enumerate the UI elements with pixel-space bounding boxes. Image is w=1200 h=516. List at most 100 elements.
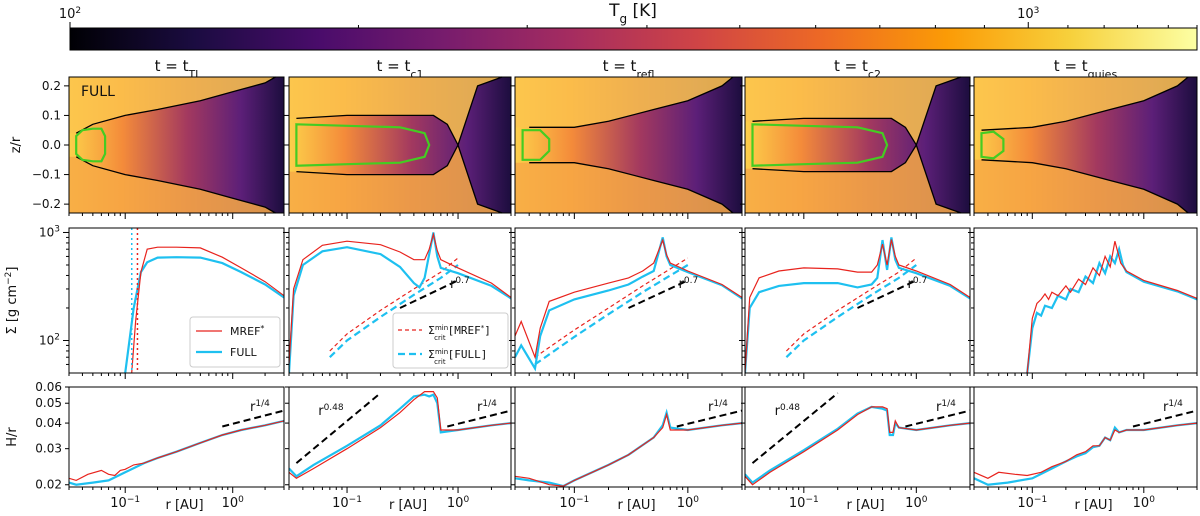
colorbar-label-sub: g xyxy=(619,12,627,26)
crit-model-close: ] xyxy=(484,324,491,337)
slope-exp: 1/4 xyxy=(941,399,956,409)
zr-contour-black xyxy=(981,76,1189,214)
x-tick-base: 10 xyxy=(789,496,806,511)
x-tick-base: 10 xyxy=(1017,496,1034,511)
colorbar-tick-label: 102 xyxy=(59,6,81,22)
zr-surface-upper xyxy=(289,77,511,145)
crit-sup: min xyxy=(435,348,448,356)
slope-base: r xyxy=(679,277,685,292)
x-tick-base: 10 xyxy=(1133,496,1150,511)
hr-slope-quarter xyxy=(905,409,970,428)
x-tick-base: 10 xyxy=(332,496,349,511)
y-tick-label: 0.2 xyxy=(42,79,61,93)
legend-full-label: FULL xyxy=(230,346,258,359)
slope-exp: 0.7 xyxy=(684,276,698,286)
x-axis-label: r [AU] xyxy=(846,498,884,513)
colorbar-tick-base: 10 xyxy=(59,7,76,22)
sigma-panel xyxy=(968,227,1198,379)
sigma-full-line xyxy=(515,237,742,372)
crit-prefix: Σ xyxy=(428,324,435,337)
hr-mref-line xyxy=(515,412,742,487)
x-tick-label: 100 xyxy=(222,495,245,511)
ylabel-base: Σ [g cm xyxy=(5,285,20,335)
sigma-mref-line xyxy=(131,246,284,373)
slope-exp: 0.48 xyxy=(780,403,800,413)
y-tick-label: 102 xyxy=(39,332,60,347)
crit-sub: crit xyxy=(434,334,446,342)
hr-mref-line xyxy=(69,420,284,482)
hr-full-line xyxy=(515,408,742,487)
sigma-panel: r0.7 xyxy=(509,227,743,379)
y-tick-exp: 2 xyxy=(54,332,60,342)
slope-exp: 0.7 xyxy=(913,276,927,286)
colorbar-label-base: T xyxy=(608,1,620,21)
panel-title-base: t = t xyxy=(377,57,411,75)
slope-exp: 0.7 xyxy=(455,276,469,286)
x-tick-label: 100 xyxy=(677,495,700,511)
y-tick-label: 0.02 xyxy=(35,478,62,492)
row1-ylabel: z/r xyxy=(9,136,24,153)
slope-exp: 1/4 xyxy=(482,399,497,409)
x-tick-label: 100 xyxy=(905,495,928,511)
slope-base: r xyxy=(708,400,714,415)
hr-slope-quarter-label: r1/4 xyxy=(250,399,270,415)
zr-contour-green xyxy=(980,130,1005,160)
sigma-mref-line xyxy=(515,238,742,360)
slope-base: r xyxy=(477,400,483,415)
sigma-slope-label: r0.7 xyxy=(908,276,928,292)
ylabel-end: ] xyxy=(5,267,20,272)
zr-surface-lower xyxy=(974,159,1197,213)
zr-surface-lower xyxy=(289,145,511,213)
x-tick-label: 10−1 xyxy=(1017,495,1047,511)
x-axis-label: r [AU] xyxy=(1074,498,1112,513)
hr-full-line xyxy=(289,393,511,478)
legend-crit: Σmin crit[MREF*]Σmin crit[FULL] xyxy=(392,312,509,369)
x-tick-base: 10 xyxy=(559,496,576,511)
crit-model: [FULL] xyxy=(448,348,488,361)
slope-base: r xyxy=(908,277,914,292)
sigma-slope-label: r0.7 xyxy=(679,276,699,292)
panel-title-base: t = t xyxy=(155,57,189,75)
zr-surface-upper xyxy=(974,77,1197,131)
zr-panel xyxy=(969,76,1198,219)
slope-base: r xyxy=(936,400,942,415)
hr-full-line xyxy=(69,419,284,486)
x-axis-label: r [AU] xyxy=(165,498,203,513)
crit-model: [MREF xyxy=(448,324,481,337)
legend-models: MREF* FULL xyxy=(189,316,281,368)
y-tick-exp: 3 xyxy=(54,224,60,234)
slope-base: r xyxy=(1163,400,1169,415)
x-tick-exp: 0 xyxy=(463,495,469,505)
y-tick-label: 0.05 xyxy=(35,396,62,410)
crit-sup: min xyxy=(435,324,448,332)
sigma-crit-mref xyxy=(785,257,917,352)
hr-slope-048 xyxy=(751,392,839,464)
row2-ylabel: Σ [g cm−2] xyxy=(4,267,20,335)
hr-mref-line xyxy=(974,422,1197,479)
sigma-mref-line xyxy=(745,239,970,373)
hr-slope-048 xyxy=(295,392,382,464)
hr-mref-line xyxy=(745,406,970,486)
x-tick-exp: 0 xyxy=(1149,495,1155,505)
legend-mref-text: MREF xyxy=(230,325,260,338)
x-axis-label: r [AU] xyxy=(617,498,655,513)
ylabel-sup: −2 xyxy=(4,272,14,285)
y-tick-label: 0.04 xyxy=(35,416,62,430)
slope-exp: 1/4 xyxy=(1168,399,1183,409)
sigma-full-line xyxy=(289,232,511,373)
x-tick-label: 100 xyxy=(1133,495,1156,511)
slope-base: r xyxy=(250,400,256,415)
slope-exp: 0.48 xyxy=(324,403,344,413)
x-tick-label: 10−1 xyxy=(110,495,140,511)
y-tick-label: −0.1 xyxy=(32,168,61,182)
